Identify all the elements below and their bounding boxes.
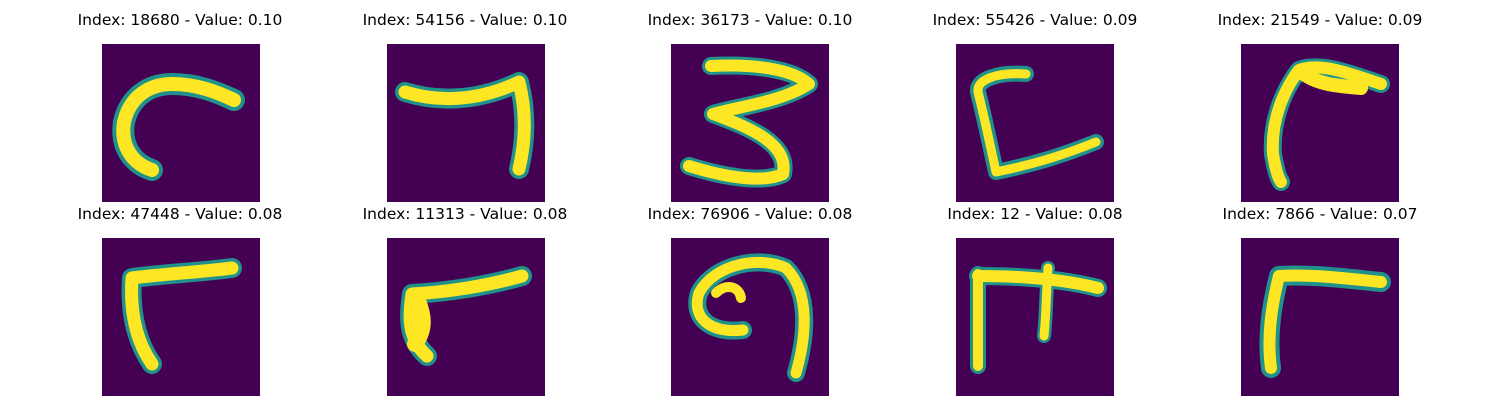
slanted-corner-glyph: [400, 266, 532, 366]
panel-1: Index: 18680 - Value: 0.10: [30, 11, 330, 202]
flag-curve-glyph: [1263, 58, 1390, 191]
panel-title: Index: 47448 - Value: 0.08: [77, 205, 283, 223]
digit-image: [387, 44, 545, 202]
panel-4: Index: 55426 - Value: 0.09: [885, 11, 1185, 202]
panel-6: Index: 47448 - Value: 0.08: [30, 205, 330, 396]
digit-image: [102, 238, 260, 396]
seven-like-glyph: [395, 72, 535, 179]
panel-8: Index: 76906 - Value: 0.08: [600, 205, 900, 396]
panel-5: Index: 21549 - Value: 0.09: [1170, 11, 1470, 202]
double-bar-glyph: [969, 261, 1107, 374]
digit-image: [1241, 44, 1399, 202]
open-c-glyph: [970, 65, 1104, 180]
panel-title: Index: 11313 - Value: 0.08: [362, 205, 568, 223]
panel-title: Index: 7866 - Value: 0.07: [1222, 205, 1418, 223]
panel-title: Index: 36173 - Value: 0.10: [647, 11, 853, 29]
panel-title: Index: 55426 - Value: 0.09: [932, 11, 1138, 29]
panel-2: Index: 54156 - Value: 0.10: [315, 11, 615, 202]
digit-image: [387, 238, 545, 396]
three-like-glyph: [680, 56, 818, 188]
panel-title: Index: 12 - Value: 0.08: [947, 205, 1123, 223]
panel-title: Index: 54156 - Value: 0.10: [362, 11, 568, 29]
corner-glyph-2: [1259, 265, 1391, 378]
panel-9: Index: 12 - Value: 0.08: [885, 205, 1185, 396]
corner-glyph: [121, 258, 242, 374]
loop-glyph: [688, 253, 814, 382]
panel-10: Index: 7866 - Value: 0.07: [1170, 205, 1470, 396]
panel-title: Index: 18680 - Value: 0.10: [77, 11, 283, 29]
panel-3: Index: 36173 - Value: 0.10: [600, 11, 900, 202]
digit-image: [1241, 238, 1399, 396]
digit-image: [956, 238, 1114, 396]
digit-image: [956, 44, 1114, 202]
panel-7: Index: 11313 - Value: 0.08: [315, 205, 615, 396]
hook-curve-glyph: [112, 72, 245, 181]
panel-title: Index: 76906 - Value: 0.08: [647, 205, 853, 223]
digit-image: [671, 238, 829, 396]
digit-image: [671, 44, 829, 202]
panel-title: Index: 21549 - Value: 0.09: [1217, 11, 1423, 29]
digit-image: [102, 44, 260, 202]
